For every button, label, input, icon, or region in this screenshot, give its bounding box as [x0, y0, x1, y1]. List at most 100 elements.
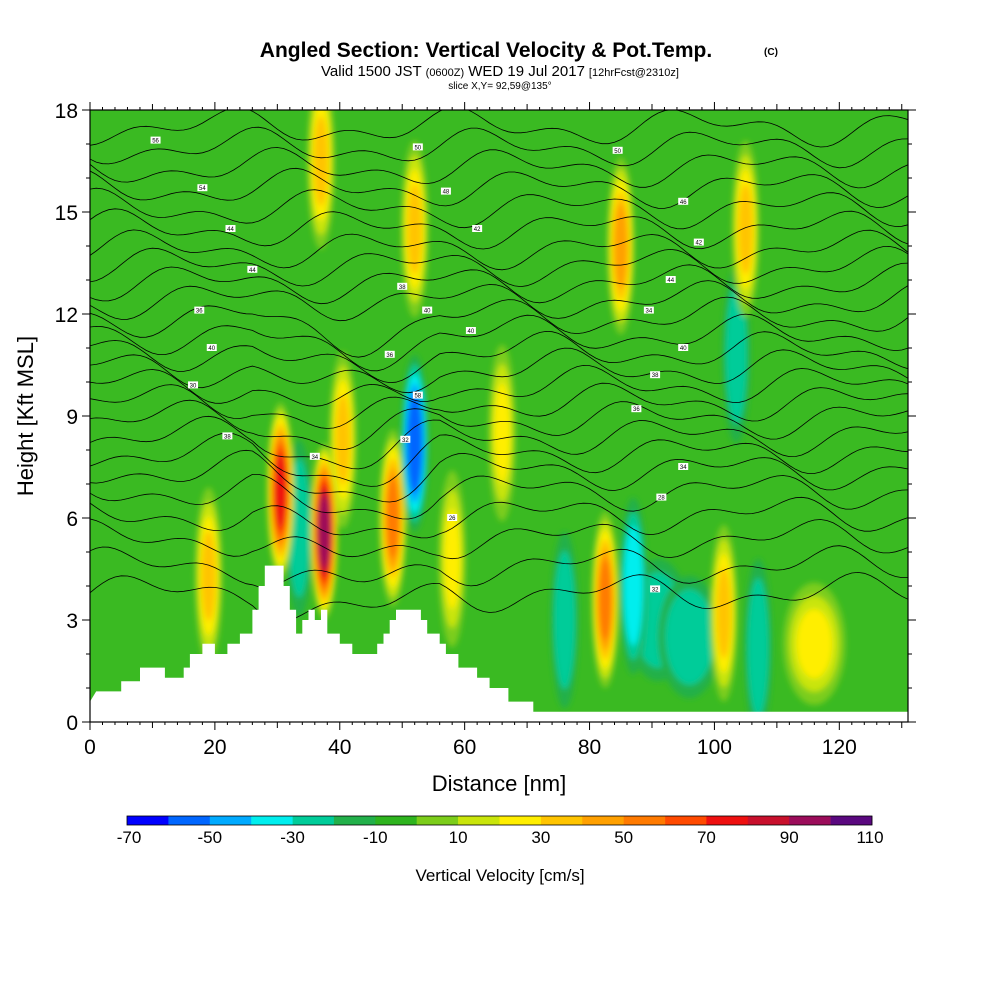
isentrope-label: 36 [384, 350, 395, 359]
colorbar-swatch [582, 816, 624, 825]
colorbar-swatch [789, 816, 831, 825]
isentrope-label-bg [412, 391, 423, 399]
colorbar-swatch [292, 816, 335, 825]
isentrope-label: 50 [612, 146, 623, 155]
isentrope-label-text: 34 [646, 309, 653, 315]
colorbar-swatch [747, 816, 790, 825]
isentrope-label: 32 [400, 435, 411, 444]
chart-title-mark: (C) [764, 47, 778, 58]
isentrope-label-text: 42 [474, 227, 481, 233]
colorbar-swatch [251, 816, 293, 825]
isentrope-label: 30 [188, 381, 199, 389]
y-tick-label: 18 [55, 100, 78, 123]
colorbar-swatch [209, 816, 252, 825]
isentrope-label: 40 [678, 344, 689, 352]
isentrope-label: 42 [472, 225, 483, 233]
isentrope-line [90, 399, 908, 450]
colorbar: -70 -50 -30 -10 10 30 50 70 90 110 [117, 815, 884, 847]
field-cell [716, 567, 731, 659]
y-axis-label: Height [Kft MSL] [13, 336, 38, 496]
isentrope-line [90, 126, 908, 169]
isentrope-label-bg [650, 585, 661, 593]
isentrope-line [90, 187, 908, 230]
isentrope-label: 54 [197, 184, 208, 192]
isentrope-label-bg [206, 344, 217, 351]
isentrope-label-bg [150, 136, 161, 144]
isentrope-label: 32 [650, 585, 661, 593]
subtitle-zulu: (0600Z) [426, 67, 465, 79]
field-cell [406, 393, 423, 494]
x-tick-label: 60 [453, 736, 476, 759]
isentrope-label-text: 44 [667, 278, 674, 284]
isentrope-line [90, 496, 908, 539]
colorbar-swatch [623, 816, 666, 825]
isentrope-label-bg [631, 405, 642, 413]
isentrope-label-text: 28 [658, 496, 665, 502]
isentrope-label-bg [465, 327, 476, 334]
isentrope-contours [90, 110, 908, 622]
isentrope-label: 36 [194, 306, 205, 315]
colorbar-tick-label: 30 [531, 828, 550, 847]
y-tick-label: 15 [55, 202, 78, 225]
isentrope-label-text: 34 [311, 455, 318, 461]
colorbar-tick-label: 10 [449, 828, 468, 847]
isentrope-label-text: 38 [224, 434, 231, 440]
isentrope-line [90, 382, 908, 429]
colorbar-swatch [540, 816, 583, 825]
isentrope-line [90, 571, 908, 622]
field-cell [624, 526, 643, 646]
isentrope-label-bg [188, 381, 199, 389]
isentrope-label-bg [612, 146, 623, 154]
isentrope-line [90, 347, 908, 394]
field-cell [407, 183, 422, 275]
isentrope-label-bg [447, 514, 458, 521]
isentrope-label: 40 [422, 306, 433, 315]
isentrope-label: 44 [247, 265, 258, 274]
colorbar-frame [126, 815, 873, 826]
colorbar-tick-label: 50 [614, 828, 633, 847]
field-cell [725, 285, 748, 424]
isentrope-label-text: 36 [196, 309, 203, 315]
velocity-field [194, 110, 846, 722]
isentrope-label-text: 40 [680, 346, 687, 352]
isentrope-label-text: 38 [652, 373, 659, 379]
isentrope-label-text: 30 [190, 383, 197, 389]
isentrope-label-bg [309, 452, 320, 460]
field-cell [738, 183, 753, 275]
isentrope-line [90, 518, 908, 560]
isentrope-label-text: 48 [443, 190, 450, 196]
colorbar-swatch [416, 816, 459, 825]
isentrope-label: 40 [465, 327, 476, 335]
x-tick-label: 20 [203, 736, 226, 759]
field-cell [598, 559, 612, 641]
isentrope-label-text: 32 [652, 587, 659, 593]
y-tick-label: 3 [66, 610, 78, 633]
isentrope-line [90, 229, 908, 271]
isentrope-label-text: 58 [414, 394, 421, 400]
isentrope-label-bg [422, 306, 433, 314]
isentrope-label-text: 46 [680, 200, 687, 206]
x-tick-label: 0 [84, 736, 96, 759]
isentrope-line [90, 415, 908, 470]
isentrope-label-text: 40 [208, 346, 215, 352]
colorbar-swatch [665, 816, 707, 825]
isentrope-label: 42 [693, 238, 704, 247]
isentrope-line [90, 208, 908, 250]
isentrope-line [90, 147, 908, 189]
colorbar-tick-label: 90 [780, 828, 799, 847]
isentrope-label-bg [643, 306, 654, 314]
isentrope-label-bg [656, 493, 667, 501]
field-cell [553, 550, 576, 690]
chart-title-group: Angled Section: Vertical Velocity & Pot.… [260, 39, 778, 92]
field-cell [614, 203, 628, 289]
colorbar-tick-label: -10 [363, 828, 388, 847]
isentrope-label-bg [384, 350, 395, 358]
isentrope-label: 26 [447, 514, 458, 522]
isentrope-label-bg [197, 184, 208, 192]
isentrope-label: 44 [665, 276, 676, 284]
x-axis: 0 20 40 60 80 100 120 [84, 102, 903, 759]
y-tick-label: 9 [66, 406, 78, 429]
isentrope-line [90, 262, 908, 305]
